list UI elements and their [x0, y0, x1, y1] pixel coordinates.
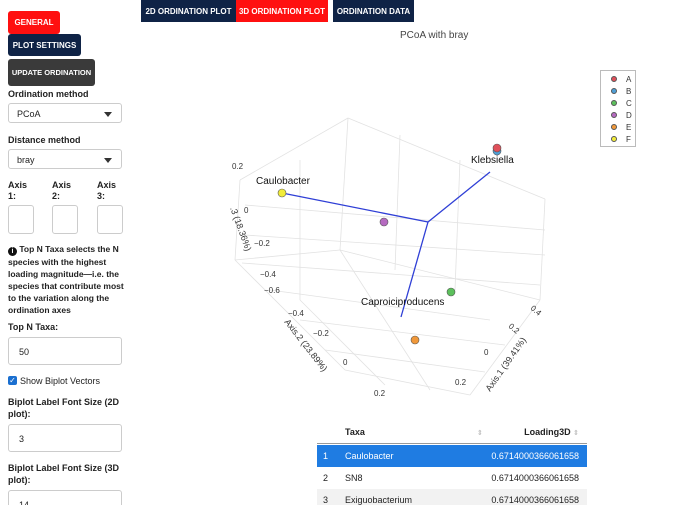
sort-icon[interactable]: ⇕	[477, 430, 483, 437]
plot-settings-button[interactable]: PLOT SETTINGS	[8, 34, 81, 56]
chevron-down-icon	[104, 158, 112, 163]
x-tick-2: 0	[484, 348, 489, 357]
label-caproiciproducens: Caproiciproducens	[361, 297, 444, 308]
plot-title: PCoA with bray	[400, 30, 469, 41]
font2d-input[interactable]: 3	[8, 424, 122, 452]
legend-dot	[611, 112, 617, 118]
axis2-input[interactable]	[52, 205, 78, 234]
point-e[interactable]	[410, 335, 420, 345]
top-n-info-text: Top N Taxa selects the N species with th…	[8, 244, 124, 315]
y-tick-2: 0	[343, 358, 348, 367]
table-row[interactable]: 2 SN8 0.6714000366061658	[323, 473, 579, 483]
col-header-loading3d[interactable]: Loading3D ⇕	[524, 427, 579, 437]
table-row[interactable]: 3 Exiguobacterium 0.6714000366061658	[317, 489, 587, 505]
legend: A B C D E F	[600, 70, 636, 147]
axis3-title: .3 (18.36%)	[228, 205, 253, 252]
axis1-title: Axis.1 (39.41%)	[483, 335, 528, 393]
info-icon: i	[8, 247, 17, 256]
axis3-label: Axis 3:	[97, 180, 117, 201]
top-n-info: i Top N Taxa selects the N species with …	[8, 243, 126, 316]
general-button[interactable]: GENERAL	[8, 11, 60, 34]
tab-2d-ordination-plot[interactable]: 2D ORDINATION PLOT	[141, 0, 236, 22]
table-row[interactable]: 1 Caulobacter 0.6714000366061658	[317, 445, 587, 467]
legend-dot	[611, 100, 617, 106]
point-f[interactable]	[277, 188, 287, 198]
axis1-label: Axis 1:	[8, 180, 28, 201]
ordination-method-label: Ordination method	[8, 89, 89, 99]
x-tick-1: 0.2	[507, 322, 522, 336]
x-tick-0: 0.4	[529, 304, 544, 318]
point-a[interactable]	[492, 143, 502, 153]
font2d-label: Biplot Label Font Size (2D plot):	[8, 397, 120, 419]
z-tick-0: 0.2	[232, 162, 244, 171]
sort-icon: ⇕	[573, 430, 579, 437]
update-ordination-button[interactable]: UPDATE ORDINATION	[8, 59, 95, 86]
legend-dot	[611, 76, 617, 82]
axis2-title: Axis.2 (23.89%)	[282, 317, 329, 373]
y-tick-3: 0.2	[374, 389, 386, 398]
tab-ordination-data[interactable]: ORDINATION DATA	[333, 0, 414, 22]
axis2-label: Axis 2:	[52, 180, 72, 201]
y-tick-1: −0.2	[313, 329, 329, 338]
z-tick-1: 0	[244, 206, 249, 215]
point-c[interactable]	[446, 287, 456, 297]
z-tick-2: −0.2	[254, 239, 270, 248]
sidebar: GENERAL PLOT SETTINGS UPDATE ORDINATION …	[0, 0, 130, 505]
show-biplot-label: Show Biplot Vectors	[20, 376, 101, 386]
axis3-input[interactable]	[97, 205, 123, 234]
ordination-method-value: PCoA	[17, 109, 41, 119]
font3d-label: Biplot Label Font Size (3D plot):	[8, 463, 120, 485]
distance-method-label: Distance method	[8, 135, 81, 145]
show-biplot-checkbox[interactable]: ✓	[8, 376, 17, 385]
top-n-label: Top N Taxa:	[8, 322, 59, 332]
top-n-input[interactable]: 50	[8, 337, 122, 365]
label-caulobacter: Caulobacter	[256, 176, 311, 187]
z-tick-4: −0.6	[264, 286, 280, 295]
legend-dot	[611, 136, 617, 142]
axis1-input[interactable]	[8, 205, 34, 234]
legend-dot	[611, 88, 617, 94]
label-klebsiella: Klebsiella	[471, 155, 514, 166]
tab-3d-ordination-plot[interactable]: 3D ORDINATION PLOT	[236, 0, 328, 22]
distance-method-value: bray	[17, 155, 35, 165]
x-tick-4: 0.2	[455, 378, 467, 387]
table-header-divider	[317, 443, 587, 444]
distance-method-select[interactable]: bray	[8, 149, 122, 169]
ordination-method-select[interactable]: PCoA	[8, 103, 122, 123]
col-header-taxa[interactable]: Taxa	[345, 427, 365, 437]
point-d[interactable]	[379, 217, 389, 227]
font3d-input[interactable]: 14	[8, 490, 122, 505]
legend-dot	[611, 124, 617, 130]
chevron-down-icon	[104, 112, 112, 117]
biplot-vectors	[281, 171, 491, 318]
z-tick-3: −0.4	[260, 270, 276, 279]
y-tick-0: −0.4	[288, 309, 304, 318]
